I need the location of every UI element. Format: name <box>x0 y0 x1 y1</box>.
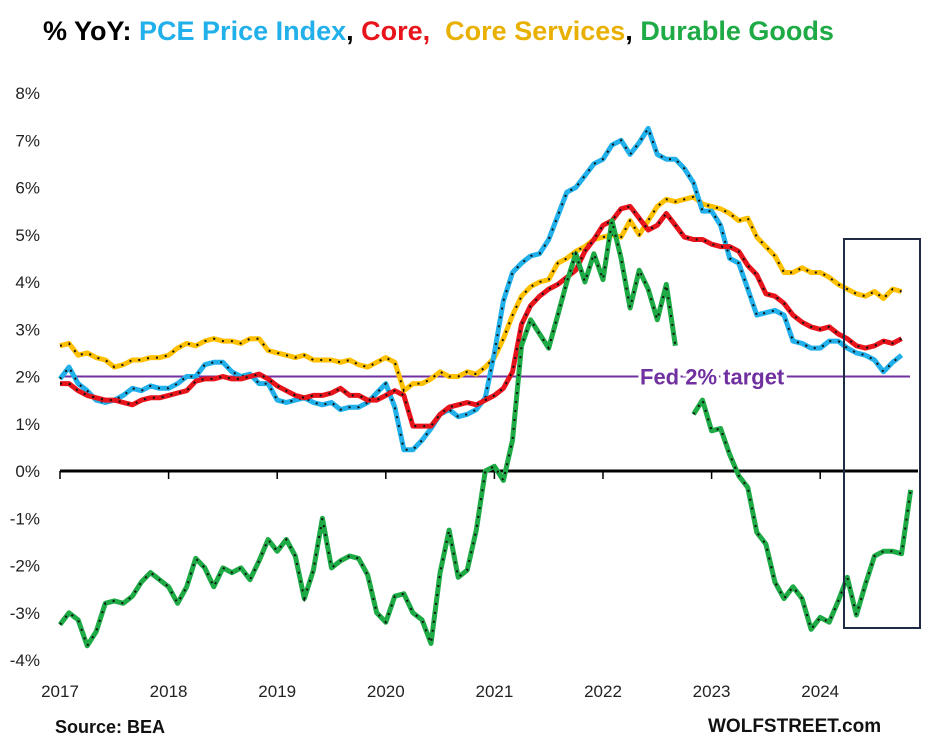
y-tick-label: 0% <box>15 462 40 481</box>
x-tick-label: 2024 <box>801 682 839 700</box>
title-part-1: , <box>346 16 362 46</box>
fed-target-label: Fed 2% target <box>640 365 785 390</box>
y-tick-label: -3% <box>10 604 40 623</box>
x-tick-label: 2020 <box>367 682 405 700</box>
y-tick-label: 1% <box>15 415 40 434</box>
y-tick-label: 5% <box>15 226 40 245</box>
series-line-durable-goods <box>58 218 678 649</box>
series-line-core <box>60 203 903 429</box>
y-tick-label: 3% <box>15 320 40 339</box>
y-tick-label: 8% <box>15 84 40 103</box>
x-tick-label: 2023 <box>693 682 731 700</box>
title-part-4: , <box>625 16 641 46</box>
series-dots-core-services <box>59 195 902 393</box>
x-axis-ticks: 2017 2018 2019 2020 2021 2022 2023 2024 <box>41 471 839 700</box>
x-tick-label: 2021 <box>475 682 513 700</box>
brand-label: WOLFSTREET.com <box>708 716 882 737</box>
series-group <box>58 125 914 649</box>
highlight-box <box>843 238 921 629</box>
y-tick-label: 6% <box>15 179 40 198</box>
y-axis-ticks: 8% 7% 6% 5% 4% 3% 2% 1% 0% -1% -2% -3% -4% <box>10 84 40 670</box>
series-dots-durable-goods <box>692 397 912 632</box>
chart-title: % YoY: PCE Price Index, Core, Core Servi… <box>43 16 834 47</box>
chart-svg: 8%7%6%5%4%3%2%1%0%-1%-2%-3%-4% 2017 2018 2… <box>10 84 921 700</box>
y-tick-label: -1% <box>10 509 40 528</box>
source-label: Source: BEA <box>55 717 166 737</box>
title-part-5: Durable Goods <box>640 16 834 46</box>
y-tick-label: -4% <box>10 651 40 670</box>
x-tick-label: 2017 <box>41 682 79 700</box>
title-prefix: % YoY: <box>43 16 140 46</box>
x-tick-label: 2019 <box>258 682 296 700</box>
title-part-2: Core, <box>361 16 431 46</box>
y-tick-label: 2% <box>15 368 40 387</box>
title-part-3: Core Services <box>430 16 626 46</box>
y-tick-label: -2% <box>10 557 40 576</box>
series-line-durable-goods <box>691 397 914 632</box>
x-tick-label: 2022 <box>584 682 622 700</box>
y-tick-label: 7% <box>15 131 40 150</box>
y-tick-label: 4% <box>15 273 40 292</box>
x-tick-label: 2018 <box>150 682 188 700</box>
title-part-0: PCE Price Index <box>139 16 347 46</box>
